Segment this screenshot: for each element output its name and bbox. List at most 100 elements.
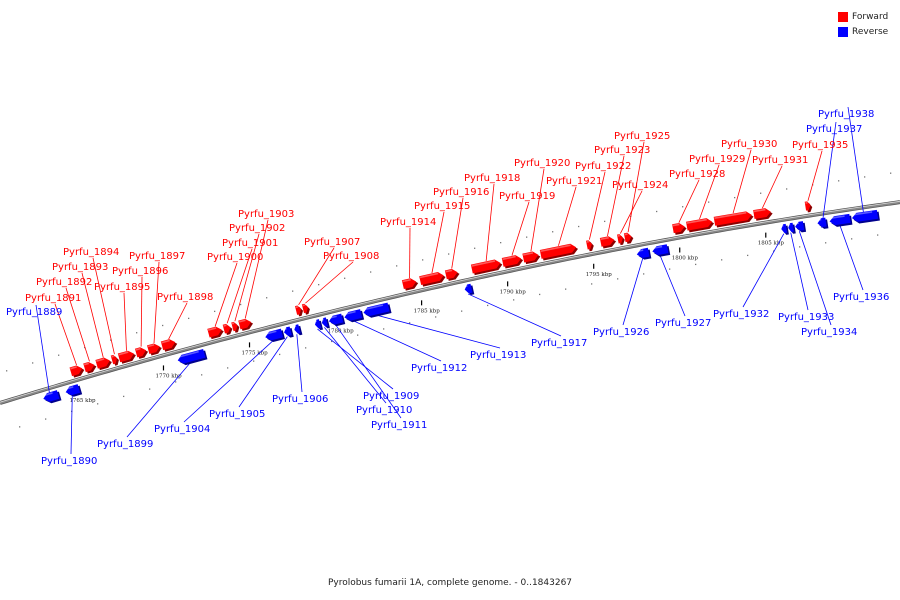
tick-mark	[593, 263, 595, 269]
gene-arrow	[636, 247, 650, 258]
leader-line	[305, 261, 354, 304]
gene-pyrfu_1933	[788, 222, 796, 234]
ruler-dot	[656, 210, 658, 213]
ruler-dot	[643, 273, 645, 275]
gene-label: Pyrfu_1911	[371, 420, 427, 431]
gene-pyrfu_1896	[134, 347, 149, 359]
ruler-dot	[305, 347, 307, 349]
gene-pyrfu_1915	[419, 272, 446, 287]
gene-gloss	[540, 244, 571, 253]
gene-arrow	[65, 384, 81, 396]
leader-line	[296, 334, 303, 393]
gene-gloss	[42, 392, 53, 397]
legend: Forward Reverse	[838, 9, 888, 39]
gene-gloss	[714, 211, 747, 219]
leader-line	[140, 276, 143, 347]
gene-label: Pyrfu_1898	[157, 292, 213, 303]
gene-arrow	[284, 326, 292, 337]
gene-gloss	[464, 285, 468, 288]
leader-line	[742, 233, 785, 308]
gene-arrow	[238, 318, 252, 330]
gene-arrow	[623, 232, 632, 243]
gene-pyrfu_1925	[623, 232, 634, 244]
gene-pyrfu_1914	[401, 278, 419, 291]
ruler-dot	[799, 246, 801, 248]
gene-pyrfu_1913	[363, 302, 392, 318]
gene-label: Pyrfu_1924	[612, 180, 668, 191]
gene-gloss	[147, 344, 155, 348]
gene-gloss	[231, 322, 235, 325]
ruler-dot	[253, 360, 255, 362]
leader-line	[620, 190, 643, 234]
ruler-dot	[84, 346, 86, 349]
leader-line	[807, 150, 823, 201]
gene-pyrfu_1904	[264, 328, 286, 342]
ruler-dot-layer	[6, 172, 892, 428]
gene-label: Pyrfu_1927	[655, 318, 711, 329]
ruler-dot	[448, 253, 450, 255]
gene-label: Pyrfu_1925	[614, 131, 670, 142]
leader-line	[168, 302, 188, 340]
ruler-dot	[266, 297, 268, 299]
gene-arrow	[686, 218, 713, 231]
leader-line	[54, 303, 77, 366]
gene-arrow	[294, 324, 301, 334]
gene-gloss	[419, 272, 439, 279]
ruler-dot	[279, 353, 281, 356]
gene-pyrfu_1920	[522, 251, 541, 265]
gene-pyrfu_1899	[177, 348, 208, 366]
leader-line	[627, 141, 645, 233]
gene-gloss	[161, 339, 170, 344]
gene-pyrfu_1936	[829, 213, 853, 227]
gene-pyrfu_1926	[636, 247, 652, 260]
leader-line	[317, 328, 394, 390]
gene-label: Pyrfu_1900	[207, 252, 263, 263]
gene-label: Pyrfu_1933	[778, 312, 834, 323]
gene-pyrfu_1909	[314, 319, 324, 331]
gene-pyrfu_1910	[321, 317, 330, 329]
ruler-dot	[526, 236, 528, 238]
gene-pyrfu_1895	[117, 350, 136, 364]
ruler-dot	[786, 188, 788, 190]
gene-label: Pyrfu_1918	[464, 173, 520, 184]
ruler-dot	[110, 339, 112, 341]
ruler-dot	[58, 354, 60, 356]
gene-arrow	[539, 243, 577, 259]
leader-line	[153, 261, 160, 344]
tick-mark	[507, 281, 509, 287]
backbone-fill	[0, 200, 900, 405]
leader-line	[622, 258, 644, 326]
ruler-dot	[6, 370, 8, 372]
gene-label: Pyrfu_1899	[97, 439, 153, 450]
gene-label: Pyrfu_1902	[229, 223, 285, 234]
ruler-dot	[409, 322, 411, 324]
gene-arrow	[401, 278, 417, 290]
gene-pyrfu_1905	[283, 326, 294, 338]
leader-line	[214, 262, 238, 327]
leader-line	[530, 168, 545, 252]
ruler-dot	[539, 293, 541, 296]
gene-pyrfu_1900	[207, 326, 224, 340]
leader-line	[467, 293, 562, 337]
gene-label: Pyrfu_1904	[154, 424, 210, 435]
ruler-dot	[201, 374, 203, 376]
ruler-dot	[565, 288, 567, 290]
ruler-dot	[331, 340, 333, 343]
ruler-dot	[695, 263, 697, 266]
gene-gloss	[264, 330, 277, 335]
leader-line	[226, 248, 253, 324]
gene-pyrfu_1889	[42, 390, 62, 404]
gene-gloss	[851, 211, 873, 216]
gene-pyrfu_1923	[599, 236, 617, 249]
gene-arrow	[83, 361, 95, 373]
gene-label: Pyrfu_1938	[818, 109, 874, 120]
leader-line	[821, 121, 837, 228]
gene-gloss	[402, 278, 411, 283]
gene-pyrfu_1901	[222, 323, 233, 336]
gene-gloss	[70, 366, 77, 370]
leader-line	[485, 183, 495, 262]
gene-arrow	[851, 209, 879, 222]
gene-label: Pyrfu_1931	[752, 155, 808, 166]
gene-gloss	[343, 310, 356, 316]
gene-arrow	[672, 223, 685, 234]
